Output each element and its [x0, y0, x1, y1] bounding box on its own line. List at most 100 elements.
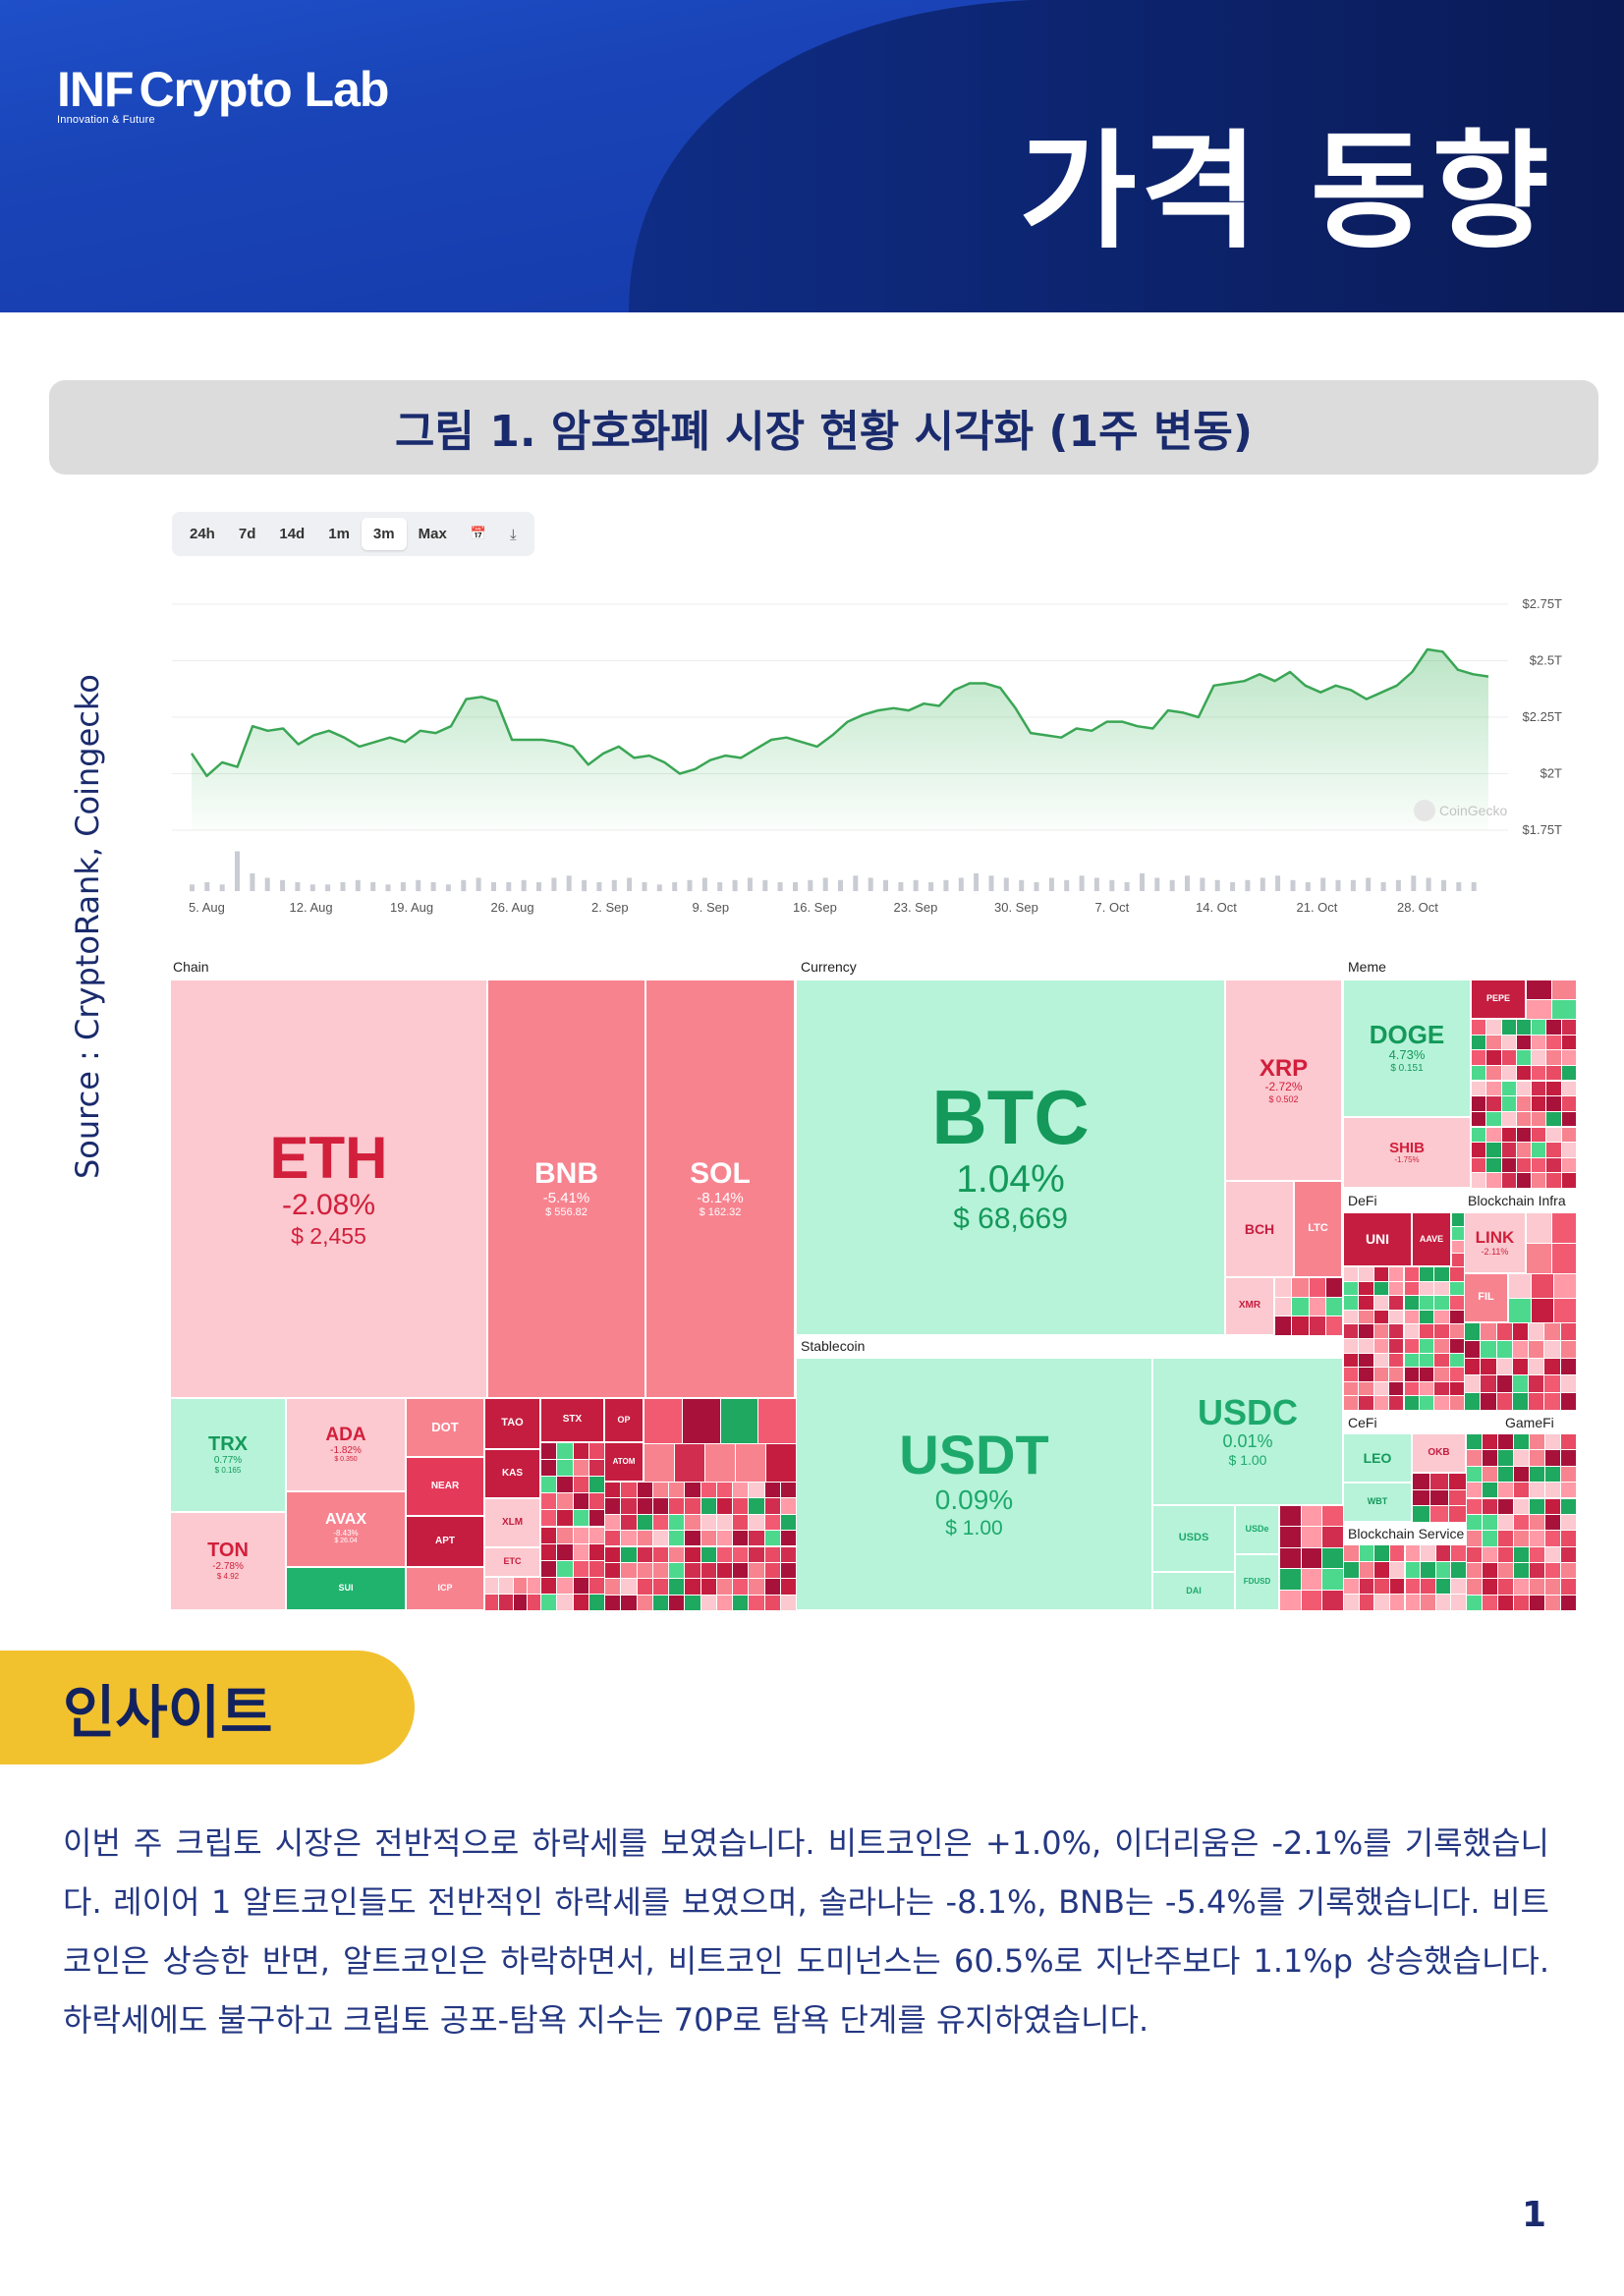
treemap-tile-aave[interactable]: AAVE [1412, 1212, 1451, 1266]
treemap-tile-shib[interactable]: SHIB -1.75% [1343, 1117, 1471, 1188]
treemap-small-tiles[interactable] [1343, 1266, 1464, 1410]
treemap-tile-avax[interactable]: AVAX -8.43% $ 26.04 [286, 1491, 406, 1567]
x-tick-label: 30. Sep [994, 900, 1038, 915]
treemap-tile-usdc[interactable]: USDC 0.01% $ 1.00 [1152, 1358, 1343, 1505]
treemap-tile-stx[interactable]: STX [540, 1398, 604, 1442]
treemap-tile-xmr[interactable]: XMR [1225, 1277, 1274, 1335]
range-button-3m[interactable]: 3m [361, 518, 407, 550]
volume-bar [506, 882, 512, 891]
treemap-small-tiles[interactable] [484, 1577, 541, 1610]
treemap-small-tiles[interactable] [1526, 1212, 1576, 1273]
treemap-tile-dai[interactable]: DAI [1152, 1572, 1235, 1610]
treemap-small-tiles[interactable] [1412, 1473, 1466, 1522]
figure-caption-box: 그림 1. 암호화폐 시장 현황 시각화 (1주 변동) [49, 380, 1598, 475]
treemap-tile-etc[interactable]: ETC [484, 1547, 540, 1577]
tile-change: -2.78% [212, 1560, 244, 1572]
treemap-tile-eth[interactable]: ETH -2.08% $ 2,455 [170, 980, 487, 1398]
y-tick-label: $2T [1540, 766, 1562, 781]
treemap-small-tiles[interactable] [604, 1482, 797, 1610]
y-tick-label: $1.75T [1523, 822, 1562, 837]
volume-bar [309, 884, 315, 892]
treemap-small-tiles[interactable] [644, 1443, 796, 1482]
treemap-tile-ltc[interactable]: LTC [1294, 1181, 1342, 1277]
download-icon[interactable]: ⤓ [509, 525, 517, 543]
volume-bar [476, 877, 481, 891]
treemap-small-tiles[interactable] [644, 1398, 797, 1443]
treemap-small-tiles[interactable] [1508, 1273, 1576, 1322]
treemap-tile-bnb[interactable]: BNB -5.41% $ 556.82 [487, 980, 645, 1398]
treemap-small-tiles[interactable] [1464, 1322, 1576, 1410]
treemap-tile-link[interactable]: LINK -2.11% [1464, 1212, 1526, 1273]
treemap-tile-pepe[interactable]: PEPE [1471, 980, 1526, 1019]
range-button-24h[interactable]: 24h [190, 526, 215, 542]
volume-bar [1185, 875, 1190, 891]
volume-bar [235, 851, 240, 891]
treemap-tile-okb[interactable]: OKB [1412, 1433, 1466, 1473]
range-button-1m[interactable]: 1m [328, 526, 350, 542]
treemap-small-tiles[interactable] [1274, 1277, 1343, 1335]
treemap-tile-ada[interactable]: ADA -1.82% $ 0.350 [286, 1398, 406, 1491]
treemap-tile-trx[interactable]: TRX 0.77% $ 0.165 [170, 1398, 286, 1512]
treemap-tile-leo[interactable]: LEO [1343, 1433, 1412, 1483]
volume-bar [1395, 879, 1401, 892]
volume-bar [1260, 877, 1265, 891]
treemap-tile-icp[interactable]: ICP [406, 1567, 484, 1610]
x-tick-label: 23. Sep [894, 900, 938, 915]
chart-range-toolbar: 24h 7d 14d 1m 3m Max 📅 ⤓ [172, 512, 534, 556]
volume-bar [958, 877, 964, 891]
treemap-tile-doge[interactable]: DOGE 4.73% $ 0.151 [1343, 980, 1471, 1117]
range-button-14d[interactable]: 14d [279, 526, 306, 542]
volume-bar [204, 882, 210, 891]
treemap-tile-xrp[interactable]: XRP -2.72% $ 0.502 [1225, 980, 1342, 1181]
treemap-tile-bch[interactable]: BCH [1225, 1181, 1294, 1277]
range-button-max[interactable]: Max [418, 526, 447, 542]
treemap-tile-fdusd[interactable]: FDUSD [1235, 1554, 1279, 1610]
coingecko-icon [1414, 800, 1435, 821]
treemap-small-tiles[interactable] [1466, 1433, 1576, 1610]
treemap-section-label: Stablecoin [801, 1338, 866, 1354]
x-tick-label: 2. Sep [591, 900, 629, 915]
volume-bar [596, 882, 602, 891]
figure-caption: 그림 1. 암호화폐 시장 현황 시각화 (1주 변동) [394, 407, 1254, 457]
treemap-tile-apt[interactable]: APT [406, 1516, 484, 1567]
volume-bar [582, 879, 588, 892]
treemap-small-tiles[interactable] [1451, 1212, 1464, 1267]
volume-bar [701, 877, 707, 891]
treemap-tile-usdt[interactable]: USDT 0.09% $ 1.00 [796, 1358, 1152, 1610]
tile-change: -2.11% [1481, 1246, 1509, 1257]
tile-symbol: USDS [1178, 1532, 1209, 1544]
volume-bar [777, 882, 783, 891]
volume-bar [883, 879, 888, 892]
treemap-tile-usde[interactable]: USDe [1235, 1505, 1279, 1554]
treemap-section-label: Blockchain Service [1348, 1526, 1465, 1541]
treemap-tile-op[interactable]: OP [604, 1398, 644, 1442]
treemap-small-tiles[interactable] [1526, 980, 1576, 1019]
treemap-tile-kas[interactable]: KAS [484, 1449, 540, 1498]
volume-bar [687, 879, 693, 892]
treemap-tile-btc[interactable]: BTC 1.04% $ 68,669 [796, 980, 1225, 1335]
tile-symbol: USDT [899, 1424, 1049, 1486]
x-tick-label: 28. Oct [1397, 900, 1438, 915]
treemap-small-tiles[interactable] [1279, 1505, 1343, 1610]
treemap-tile-uni[interactable]: UNI [1343, 1212, 1412, 1266]
treemap-tile-xlm[interactable]: XLM [484, 1498, 540, 1547]
treemap-tile-fil[interactable]: FIL [1464, 1273, 1508, 1322]
treemap-tile-atom[interactable]: ATOM [604, 1442, 644, 1482]
treemap-section-label: CeFi [1348, 1415, 1377, 1430]
treemap-tile-sol[interactable]: SOL -8.14% $ 162.32 [645, 980, 795, 1398]
treemap-tile-dot[interactable]: DOT [406, 1398, 484, 1457]
treemap-tile-sui[interactable]: SUI [286, 1567, 406, 1610]
treemap-tile-usds[interactable]: USDS [1152, 1505, 1235, 1572]
range-button-7d[interactable]: 7d [238, 526, 256, 542]
treemap-tile-near[interactable]: NEAR [406, 1457, 484, 1516]
treemap-small-tiles[interactable] [540, 1442, 605, 1610]
treemap-tile-tao[interactable]: TAO [484, 1398, 540, 1449]
treemap-small-tiles[interactable] [1471, 1019, 1576, 1188]
calendar-icon[interactable]: 📅 [470, 527, 486, 541]
tile-price: $ 68,669 [953, 1203, 1068, 1236]
treemap-tile-ton[interactable]: TON -2.78% $ 4.92 [170, 1512, 286, 1610]
treemap-small-tiles[interactable] [1343, 1544, 1466, 1611]
volume-bar [627, 877, 633, 891]
treemap-tile-wbt[interactable]: WBT [1343, 1483, 1412, 1522]
tile-symbol: ATOM [612, 1456, 636, 1466]
